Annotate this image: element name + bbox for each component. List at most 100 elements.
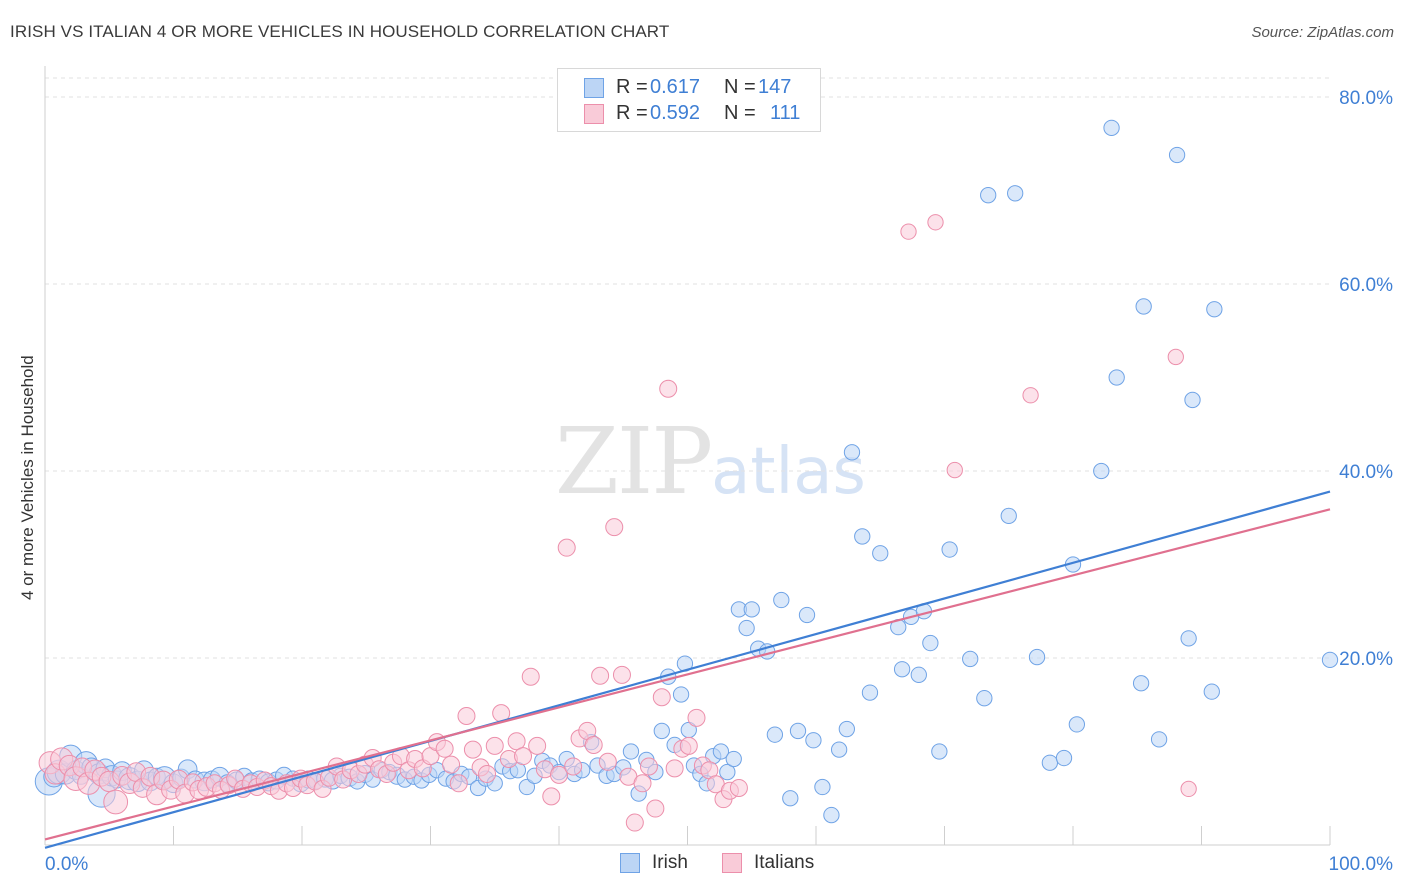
n-label: N = — [724, 102, 756, 124]
legend-swatch-italians — [722, 853, 742, 873]
chart-title: IRISH VS ITALIAN 4 OR MORE VEHICLES IN H… — [10, 22, 670, 41]
data-point-italians — [507, 732, 526, 751]
data-point-irish — [1150, 731, 1168, 748]
data-point-irish — [976, 690, 993, 707]
data-point-irish — [823, 806, 840, 824]
x-tick-label: 100.0% — [1329, 854, 1394, 875]
data-point-irish — [910, 666, 927, 683]
data-point-irish — [798, 606, 816, 624]
data-point-italians — [652, 688, 671, 707]
data-point-italians — [625, 813, 644, 832]
data-point-irish — [738, 619, 755, 637]
r-value: 0.592 — [650, 102, 701, 124]
data-point-italians — [435, 739, 454, 758]
watermark: ZIPatlas — [555, 408, 866, 515]
data-point-italians — [485, 736, 504, 755]
data-point-italians — [1167, 348, 1184, 366]
data-point-irish — [1041, 754, 1059, 771]
x-tick-label: 0.0% — [45, 854, 88, 875]
r-value: 0.617 — [650, 76, 701, 98]
data-point-italians — [550, 765, 568, 784]
legend-label-italians: Italians — [754, 852, 815, 873]
data-point-irish — [1007, 185, 1024, 202]
data-point-irish — [622, 743, 640, 760]
stats-row-irish: R = 0.617 N = 147 — [558, 75, 820, 101]
data-point-irish — [893, 661, 911, 678]
data-point-irish — [1068, 716, 1086, 733]
data-point-italians — [457, 706, 476, 725]
data-point-italians — [1180, 780, 1197, 798]
r-label: R = — [616, 76, 648, 98]
data-point-irish — [1321, 651, 1339, 669]
data-point-irish — [1103, 119, 1120, 137]
data-point-irish — [1055, 749, 1073, 767]
irish-swatch — [584, 78, 604, 98]
data-point-irish — [743, 601, 760, 618]
data-point-irish — [1108, 369, 1125, 386]
n-value: 111 — [770, 102, 801, 124]
data-point-italians — [659, 379, 678, 398]
data-point-irish — [1000, 507, 1017, 525]
data-point-irish — [712, 743, 730, 760]
data-point-italians — [528, 736, 547, 755]
data-point-italians — [478, 764, 497, 783]
data-point-irish — [1132, 675, 1150, 692]
data-point-irish — [1184, 391, 1201, 409]
data-point-irish — [872, 545, 889, 562]
data-point-italians — [646, 799, 665, 818]
data-point-italians — [557, 538, 576, 557]
data-point-italians — [584, 735, 603, 754]
r-label: R = — [616, 102, 648, 124]
data-point-irish — [1168, 146, 1186, 164]
italians-swatch — [584, 104, 604, 124]
y-tick-label: 60.0% — [1339, 275, 1393, 296]
data-point-irish — [838, 720, 855, 738]
watermark-atlas: atlas — [711, 435, 866, 509]
y-axis-title: 4 or more Vehicles in Household — [18, 355, 37, 600]
data-point-irish — [941, 541, 958, 558]
data-point-irish — [773, 591, 790, 609]
data-point-irish — [962, 650, 979, 668]
data-point-irish — [854, 528, 871, 545]
data-point-italians — [679, 736, 698, 755]
data-point-irish — [782, 790, 799, 807]
watermark-zip: ZIP — [555, 408, 713, 515]
data-point-irish — [1135, 298, 1152, 315]
data-point-irish — [725, 750, 742, 768]
data-point-irish — [1028, 648, 1046, 666]
y-tick-label: 80.0% — [1339, 88, 1393, 109]
y-tick-label: 20.0% — [1339, 649, 1393, 670]
data-point-irish — [789, 722, 807, 740]
data-point-italians — [612, 665, 631, 684]
data-point-italians — [633, 774, 652, 793]
data-point-irish — [653, 722, 670, 740]
data-point-irish — [830, 741, 848, 758]
n-value: 147 — [758, 76, 792, 98]
data-point-italians — [103, 789, 129, 815]
data-point-irish — [922, 634, 939, 652]
legend-label-irish: Irish — [652, 852, 688, 873]
data-point-italians — [463, 740, 482, 759]
data-point-irish — [861, 684, 879, 701]
data-point-italians — [946, 461, 963, 479]
data-point-irish — [843, 444, 861, 461]
data-point-italians — [900, 223, 917, 240]
data-point-irish — [805, 732, 822, 749]
data-point-italians — [639, 757, 658, 776]
data-point-irish — [980, 187, 997, 204]
data-point-italians — [449, 774, 468, 793]
data-point-irish — [1093, 462, 1110, 480]
data-point-italians — [598, 752, 617, 771]
data-point-italians — [542, 787, 561, 806]
data-point-italians — [665, 759, 684, 778]
n-label: N = — [724, 76, 756, 98]
data-point-italians — [687, 708, 706, 727]
data-point-irish — [931, 743, 948, 760]
data-point-irish — [766, 726, 784, 743]
data-point-irish — [719, 763, 736, 781]
source-label: Source: ZipAtlas.com — [1251, 24, 1394, 41]
stats-box: R = 0.617 N = 147 R = 0.592 N = 111 — [557, 68, 821, 132]
data-point-italians — [442, 755, 461, 774]
data-point-italians — [1022, 387, 1039, 404]
